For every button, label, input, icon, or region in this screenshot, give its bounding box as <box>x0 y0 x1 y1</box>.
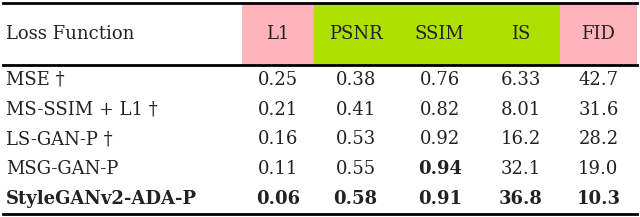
Text: MSE †: MSE † <box>6 71 65 89</box>
Text: FID: FID <box>582 25 615 43</box>
Text: 0.06: 0.06 <box>256 190 300 208</box>
Text: 0.55: 0.55 <box>335 160 376 178</box>
Text: 0.91: 0.91 <box>418 190 462 208</box>
Bar <box>314 3 397 65</box>
Text: 0.21: 0.21 <box>258 100 298 118</box>
Text: LS-GAN-P †: LS-GAN-P † <box>6 130 113 148</box>
Text: MSG-GAN-P: MSG-GAN-P <box>6 160 118 178</box>
Text: 0.38: 0.38 <box>335 71 376 89</box>
Text: 42.7: 42.7 <box>579 71 618 89</box>
Text: 19.0: 19.0 <box>578 160 619 178</box>
Bar <box>482 3 559 65</box>
Text: 0.11: 0.11 <box>258 160 298 178</box>
Text: 8.01: 8.01 <box>500 100 541 118</box>
Text: 0.92: 0.92 <box>420 130 460 148</box>
Text: Loss Function: Loss Function <box>6 25 134 43</box>
Bar <box>243 3 314 65</box>
Text: 0.94: 0.94 <box>418 160 462 178</box>
Text: 0.53: 0.53 <box>335 130 376 148</box>
Text: 0.41: 0.41 <box>335 100 376 118</box>
Text: PSNR: PSNR <box>329 25 383 43</box>
Text: SSIM: SSIM <box>415 25 465 43</box>
Bar <box>559 3 637 65</box>
Bar <box>397 3 482 65</box>
Text: StyleGANv2-ADA-P: StyleGANv2-ADA-P <box>6 190 197 208</box>
Text: 0.25: 0.25 <box>258 71 298 89</box>
Text: 6.33: 6.33 <box>500 71 541 89</box>
Text: 10.3: 10.3 <box>577 190 620 208</box>
Text: 0.82: 0.82 <box>420 100 460 118</box>
Text: 31.6: 31.6 <box>578 100 619 118</box>
Text: 28.2: 28.2 <box>579 130 618 148</box>
Text: 0.58: 0.58 <box>333 190 378 208</box>
Text: 16.2: 16.2 <box>500 130 541 148</box>
Text: MS-SSIM + L1 †: MS-SSIM + L1 † <box>6 100 157 118</box>
Text: 0.76: 0.76 <box>420 71 460 89</box>
Text: 36.8: 36.8 <box>499 190 543 208</box>
Text: 32.1: 32.1 <box>500 160 541 178</box>
Text: L1: L1 <box>266 25 290 43</box>
Text: 0.16: 0.16 <box>258 130 298 148</box>
Text: IS: IS <box>511 25 531 43</box>
